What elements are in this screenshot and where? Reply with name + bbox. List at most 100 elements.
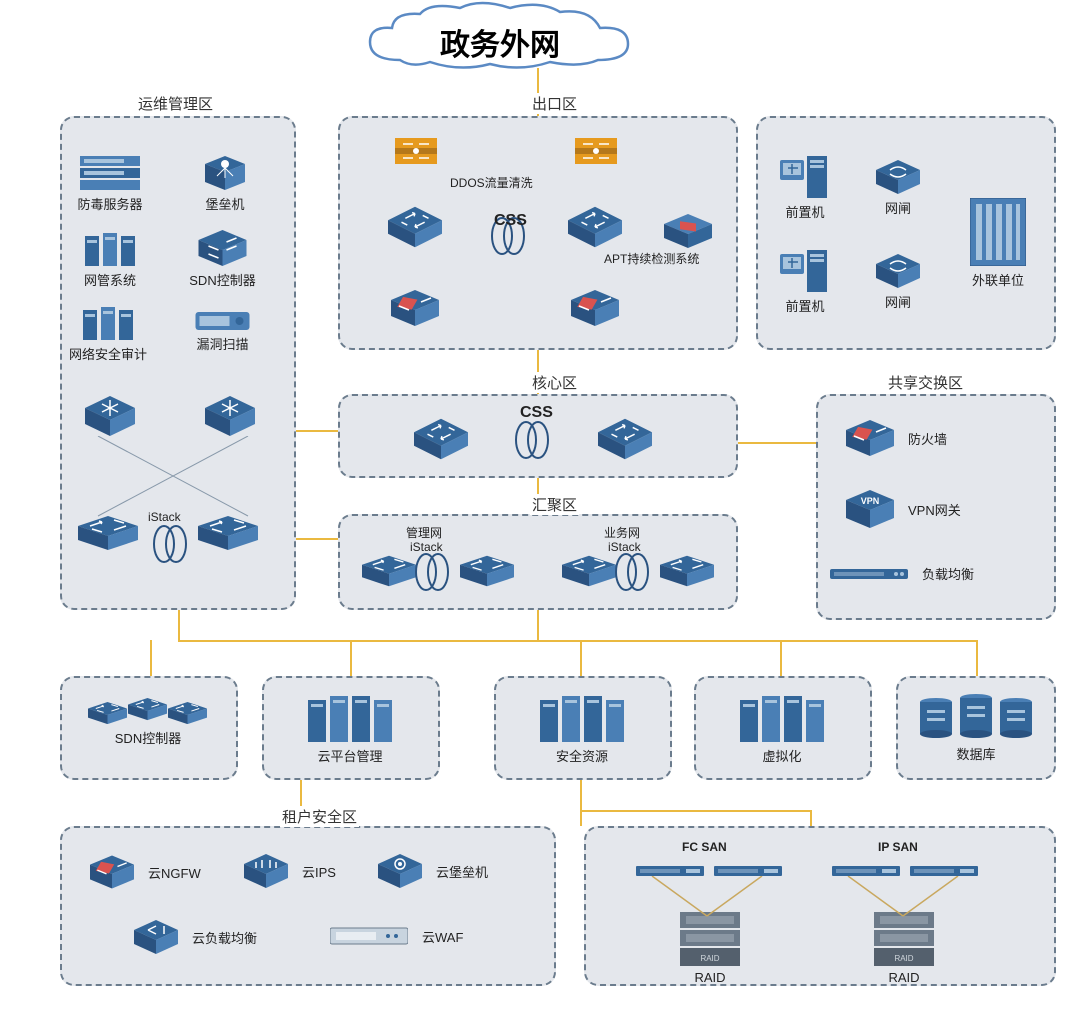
bastion-icon xyxy=(200,156,250,190)
ddos-icon xyxy=(395,138,437,164)
device-lb: 负载均衡 xyxy=(830,564,1008,583)
san-switch-icon xyxy=(636,866,704,876)
device-bastion: 堡垒机 xyxy=(185,156,265,213)
device-ops-switch-ul xyxy=(85,396,135,440)
device-label: 云负载均衡 xyxy=(192,928,257,947)
link-ring-icon xyxy=(412,552,452,592)
device-label: SDN控制器 xyxy=(88,728,208,747)
free-label: CSS xyxy=(494,212,527,230)
server-rack-icon xyxy=(80,156,140,190)
firewall-icon xyxy=(388,290,442,326)
zone-title-tenant: 租户安全区 xyxy=(280,806,359,827)
device-ops-switch-ur xyxy=(205,396,255,440)
device-front-2: 前置机 xyxy=(765,250,845,315)
l3-switch-icon xyxy=(362,554,416,588)
device-label: 网闸 xyxy=(858,198,938,217)
device-label: 防火墙 xyxy=(908,429,947,448)
connection-37 xyxy=(810,810,812,826)
zone-title-aggr: 汇聚区 xyxy=(530,494,579,515)
device-gate-1: 网闸 xyxy=(858,160,938,217)
lb-icon xyxy=(830,567,908,581)
connection-26 xyxy=(178,610,180,640)
front-pc-icon xyxy=(780,156,830,198)
device-cloud-ngfw: 云NGFW xyxy=(90,854,234,890)
device-antivirus: 防毒服务器 xyxy=(70,156,150,213)
free-label: iStack xyxy=(608,540,641,554)
firewall-icon xyxy=(90,854,134,890)
sdn-icon xyxy=(195,230,250,266)
waf-icon xyxy=(330,924,408,948)
vpn-icon xyxy=(846,490,894,528)
connection-31 xyxy=(580,640,582,676)
device-label: 云堡垒机 xyxy=(436,862,488,881)
device-安全资源: 安全资源 xyxy=(532,694,632,765)
cloud-title: 政务外网 xyxy=(370,10,630,70)
device-aggr-4 xyxy=(660,554,714,592)
link-ring-icon xyxy=(150,524,190,564)
device-label: 外联单位 xyxy=(958,270,1038,289)
switch-3-icon xyxy=(88,694,208,724)
device-label: 云WAF xyxy=(422,927,463,946)
device-SDN控制器: SDN控制器 xyxy=(88,694,208,747)
db-3-icon xyxy=(918,694,1034,740)
lb-c-icon xyxy=(134,920,178,954)
ips-icon xyxy=(244,854,288,888)
device-core-r xyxy=(598,418,652,464)
y-link-icon xyxy=(828,876,978,926)
link-ring-icon xyxy=(512,420,552,460)
device-router-ur xyxy=(568,206,622,252)
device-label: 负载均衡 xyxy=(922,564,974,583)
device-数据库: 数据库 xyxy=(918,694,1034,763)
l3-switch-icon xyxy=(660,554,714,588)
l3-switch-icon xyxy=(460,554,514,588)
server-group-icon xyxy=(78,304,138,340)
device-cloud-lb: 云负载均衡 xyxy=(134,920,278,954)
device-nms: 网管系统 xyxy=(70,230,150,289)
free-label: iStack xyxy=(410,540,443,554)
connection-30 xyxy=(350,640,352,676)
link-ring-icon xyxy=(612,552,652,592)
device-vuln: 漏洞扫描 xyxy=(183,304,263,353)
san-switch-icon xyxy=(714,866,782,876)
connection-28 xyxy=(537,610,539,640)
device-label: 安全资源 xyxy=(532,746,632,765)
connection-32 xyxy=(780,640,782,676)
san-switch-icon xyxy=(832,866,900,876)
zone-tenant xyxy=(60,826,556,986)
device-aggr-1 xyxy=(362,554,416,592)
core-switch-icon xyxy=(205,396,255,436)
device-label: 云NGFW xyxy=(148,863,201,882)
router-icon xyxy=(388,206,442,248)
device-aggr-3 xyxy=(562,554,616,592)
scanner-icon xyxy=(195,304,250,330)
device-fw-ll xyxy=(388,290,442,330)
gate-icon xyxy=(876,254,920,288)
free-label: IP SAN xyxy=(878,840,918,854)
l3-switch-icon xyxy=(562,554,616,588)
device-label: 云平台管理 xyxy=(300,746,400,765)
apt-icon xyxy=(664,214,712,248)
device-vpn: VPN网关 xyxy=(846,490,994,528)
connection-25 xyxy=(738,442,816,444)
connection-36 xyxy=(580,810,810,812)
connection-35 xyxy=(580,780,582,826)
device-label: SDN控制器 xyxy=(183,270,263,289)
device-label: 网管系统 xyxy=(70,270,150,289)
device-audit: 网络安全审计 xyxy=(68,304,148,363)
zone-title-ops: 运维管理区 xyxy=(136,93,215,114)
device-label: 数据库 xyxy=(918,744,1034,763)
cloud-text: 政务外网 xyxy=(440,29,560,62)
device-cloud-ips: 云IPS xyxy=(244,854,388,888)
connection-33 xyxy=(976,640,978,676)
zone-title-egress: 出口区 xyxy=(530,93,579,114)
device-sdn-ctrl: SDN控制器 xyxy=(183,230,263,289)
server-4-icon xyxy=(300,694,400,742)
device-label: 网闸 xyxy=(858,292,938,311)
router-icon xyxy=(414,418,468,460)
device-label: 堡垒机 xyxy=(185,194,265,213)
firewall-icon xyxy=(568,290,622,326)
server-4-icon xyxy=(732,694,832,742)
device-label: 前置机 xyxy=(765,296,845,315)
device-ddos-l xyxy=(395,138,437,168)
free-label: DDOS流量清洗 xyxy=(450,174,533,191)
